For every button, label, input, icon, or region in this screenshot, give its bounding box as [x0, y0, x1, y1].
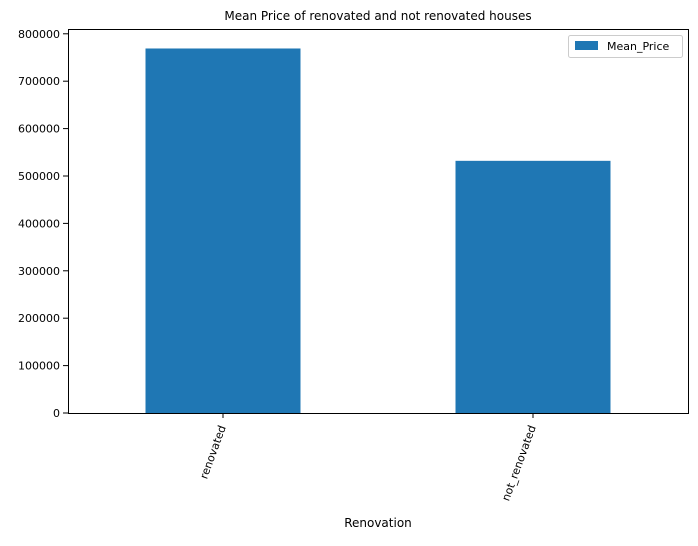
x-axis-label: Renovation — [344, 516, 412, 530]
y-tick-label: 400000 — [18, 217, 60, 230]
y-tick-label: 300000 — [18, 265, 60, 278]
legend: Mean_Price — [568, 35, 683, 58]
plot-frame — [68, 29, 689, 414]
legend-label-mean-price: Mean_Price — [607, 40, 670, 53]
x-tick-label: renovated — [197, 424, 228, 481]
bar-not-renovated — [455, 160, 611, 413]
chart-title: Mean Price of renovated and not renovate… — [224, 9, 531, 23]
y-tick-label: 0 — [53, 407, 60, 420]
y-tick-label: 600000 — [18, 123, 60, 136]
y-tick-label: 200000 — [18, 312, 60, 325]
x-axis: renovated not_renovated — [197, 413, 539, 503]
bar-renovated — [145, 48, 301, 413]
y-axis: 0 100000 200000 300000 400000 500000 600000 700… — [18, 28, 68, 420]
y-tick-label: 800000 — [18, 28, 60, 41]
x-tick-label: not_renovated — [499, 424, 538, 503]
y-tick-label: 700000 — [18, 75, 60, 88]
y-tick-label: 100000 — [18, 360, 60, 373]
y-tick-label: 500000 — [18, 170, 60, 183]
legend-swatch-mean-price — [575, 41, 598, 50]
bars-group — [145, 48, 611, 413]
